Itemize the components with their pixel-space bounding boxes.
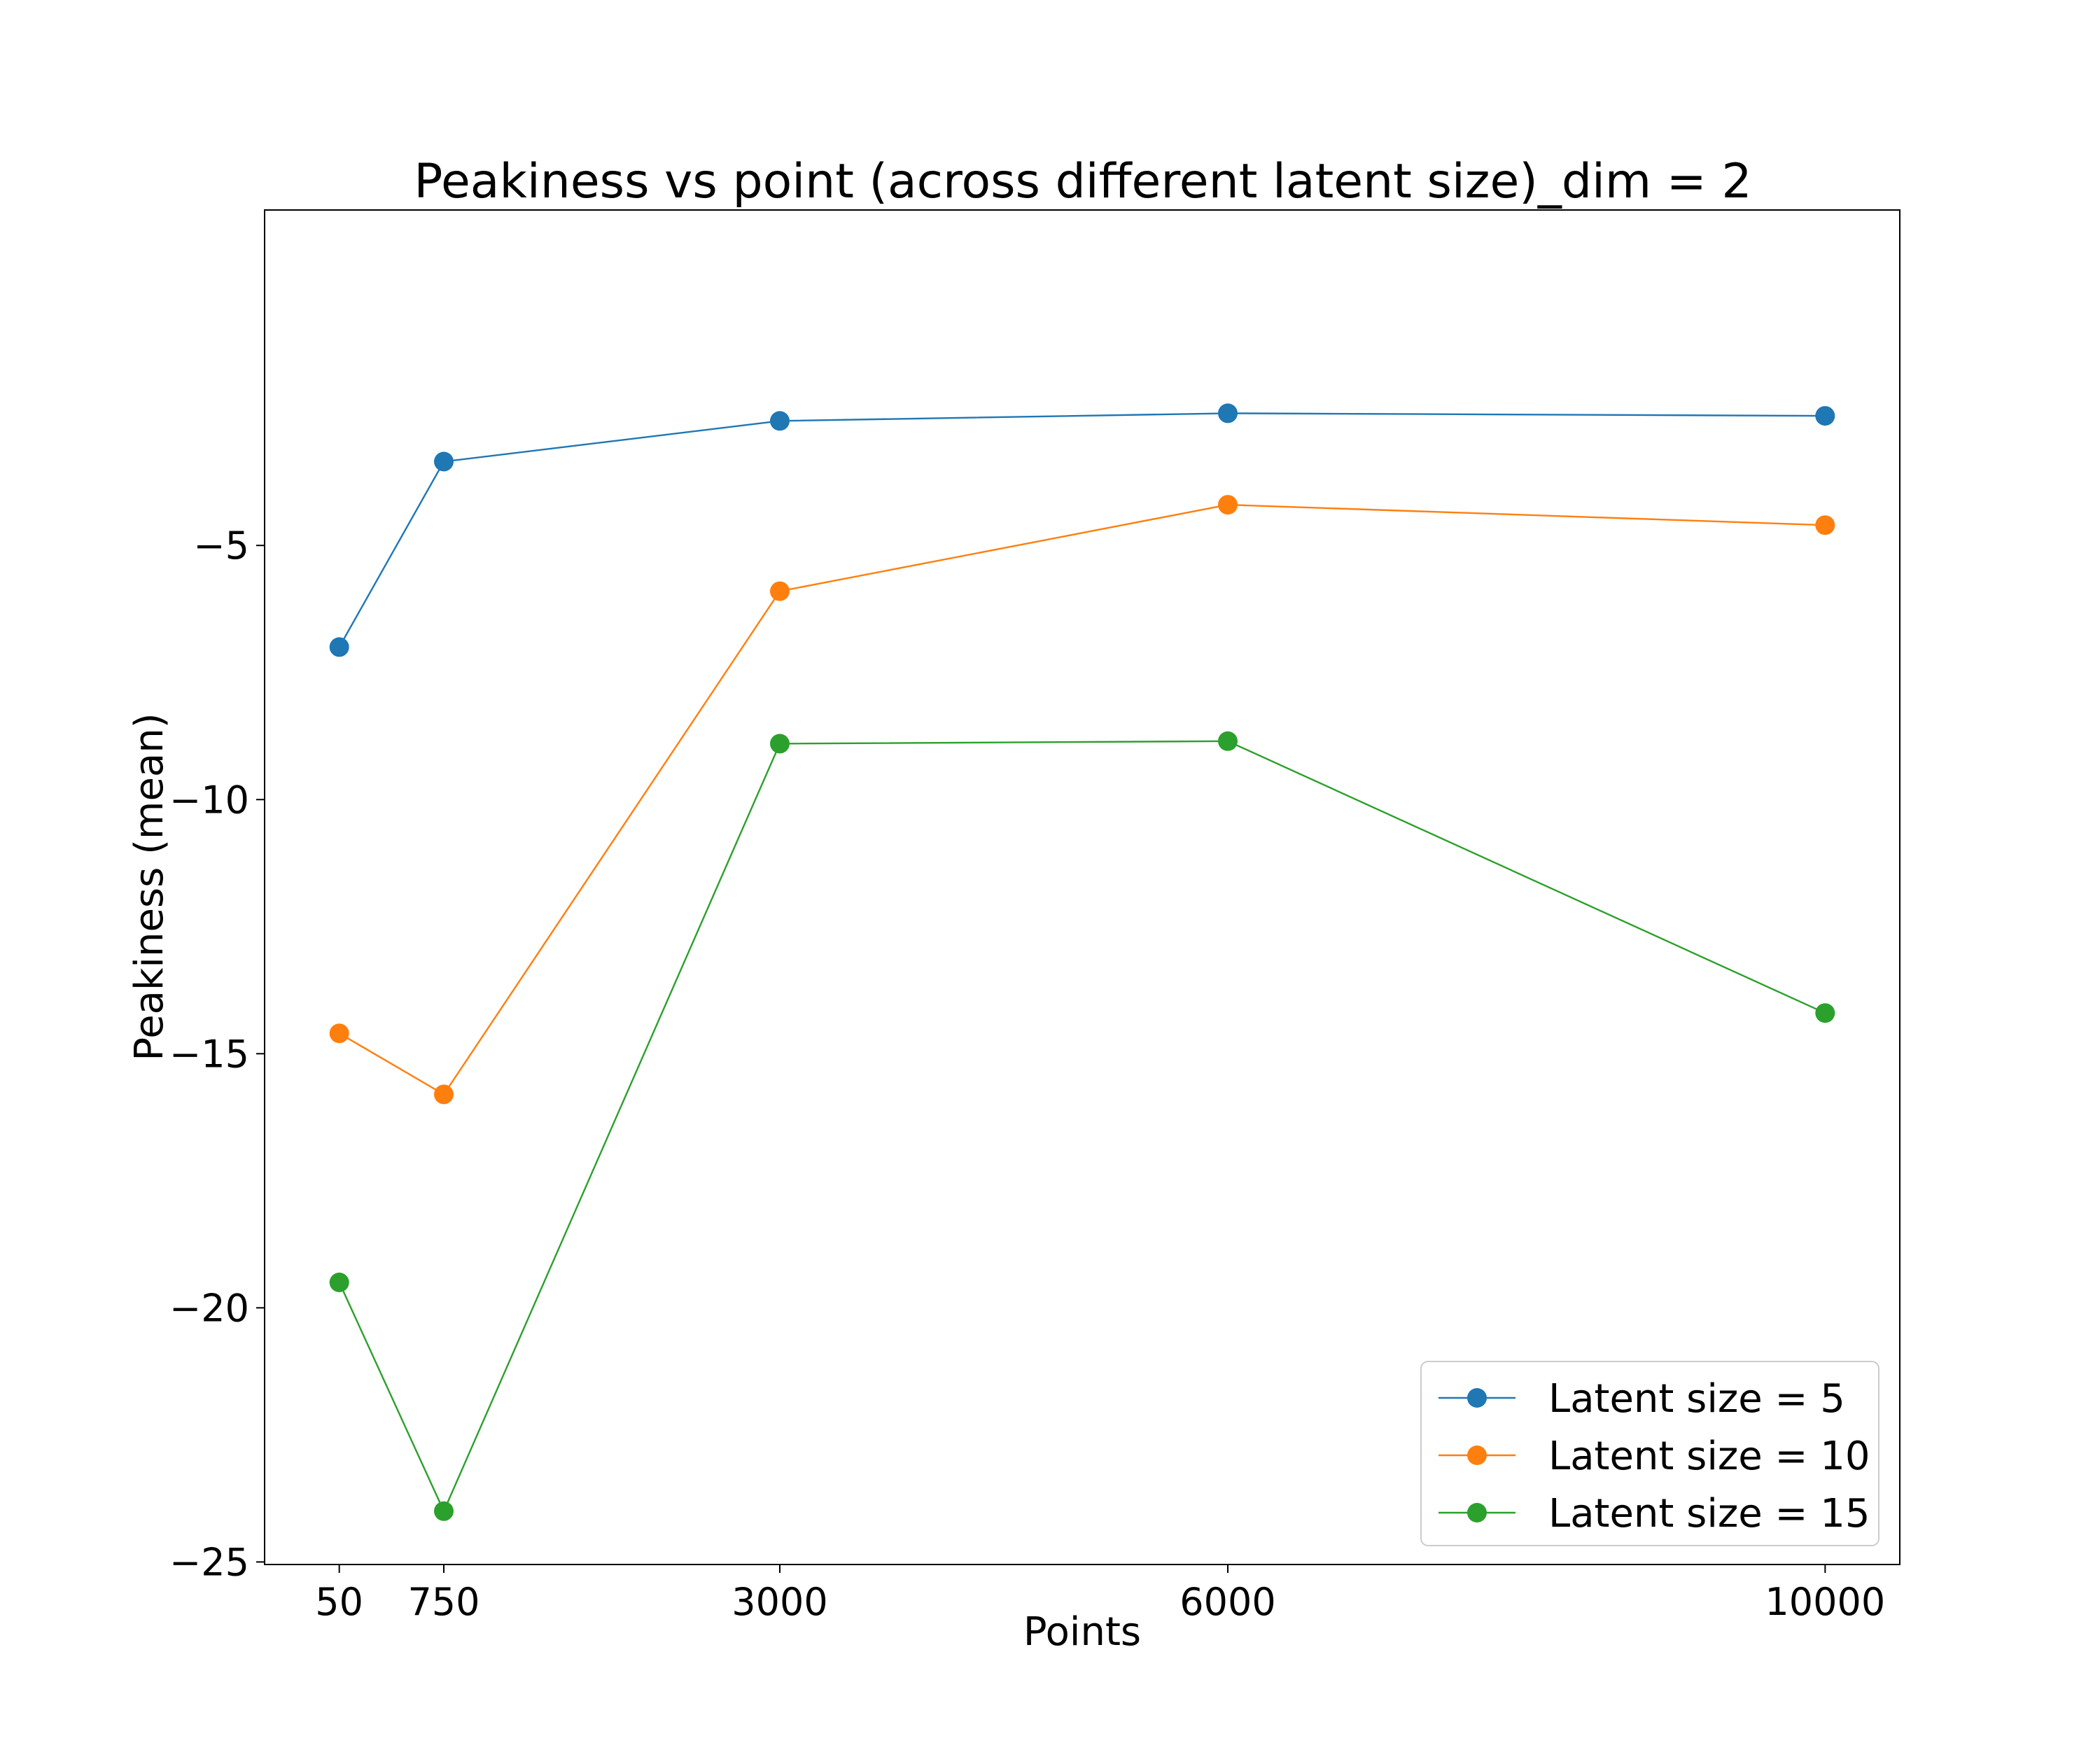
y-tick-label: −10: [169, 778, 249, 822]
data-point: [1218, 403, 1238, 424]
data-point: [434, 451, 454, 472]
legend-label: Latent size = 5: [1548, 1376, 1845, 1422]
data-point: [770, 734, 790, 754]
y-tick-label: −15: [169, 1032, 249, 1076]
legend-marker: [1467, 1388, 1487, 1408]
x-tick-label: 3000: [732, 1580, 827, 1624]
legend-marker: [1467, 1446, 1487, 1465]
x-tick-label: 750: [407, 1580, 479, 1624]
x-tick-label: 10000: [1765, 1580, 1885, 1624]
y-axis: −5 −10 −15 −20 −25: [169, 524, 265, 1584]
data-point: [1815, 1003, 1835, 1023]
data-point: [1815, 515, 1835, 536]
chart-title: Peakiness vs point (across different lat…: [414, 154, 1751, 209]
plot-frame: [264, 209, 1900, 1565]
x-tick-label: 6000: [1180, 1580, 1275, 1624]
data-point: [329, 637, 349, 657]
plot-area: [329, 403, 1835, 1521]
x-axis-label: Points: [1023, 1609, 1141, 1655]
data-point: [770, 411, 790, 431]
data-point: [1218, 495, 1238, 515]
legend-label: Latent size = 10: [1548, 1434, 1870, 1479]
y-axis-label: Peakiness (mean): [127, 713, 172, 1060]
data-point: [434, 1084, 454, 1105]
x-axis: 50 750 3000 6000 10000: [315, 1564, 1885, 1624]
y-tick-label: −20: [169, 1286, 249, 1330]
legend-marker: [1467, 1503, 1487, 1522]
legend: Latent size = 5 Latent size = 10 Latent si…: [1420, 1361, 1879, 1546]
data-point: [1815, 406, 1835, 426]
y-tick-label: −5: [193, 524, 249, 568]
data-point: [329, 1273, 349, 1292]
data-point: [329, 1023, 349, 1044]
data-point: [1218, 731, 1238, 751]
legend-label: Latent size = 15: [1548, 1491, 1870, 1536]
data-point: [434, 1501, 454, 1521]
legend-box: [1420, 1361, 1879, 1546]
data-point: [770, 581, 790, 601]
y-tick-label: −25: [169, 1540, 249, 1584]
x-tick-label: 50: [315, 1580, 363, 1624]
